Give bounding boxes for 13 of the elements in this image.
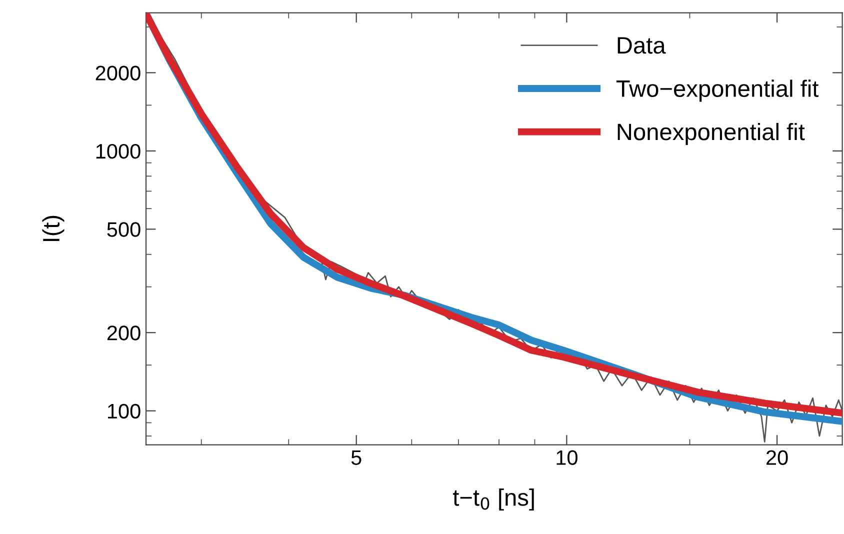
- legend-label: Data: [618, 37, 666, 54]
- y-tick-label: 2000: [96, 66, 140, 80]
- y-tick-label: 1000: [96, 144, 140, 159]
- x-tick-label: 20: [766, 450, 788, 465]
- y-tick-label: 100: [108, 404, 140, 419]
- x-tick-label: 5: [351, 450, 362, 465]
- x-axis-title: t−t$_{0}$ [ns]: [452, 488, 534, 511]
- legend-label: Nonexponential fit: [618, 122, 805, 145]
- y-axis-title: I(t): [42, 216, 64, 242]
- legend-label: Two−exponential fit: [616, 80, 819, 102]
- y-tick-label: 200: [107, 326, 140, 340]
- x-tick-label: 10: [556, 450, 578, 465]
- y-tick-label: 500: [107, 222, 140, 237]
